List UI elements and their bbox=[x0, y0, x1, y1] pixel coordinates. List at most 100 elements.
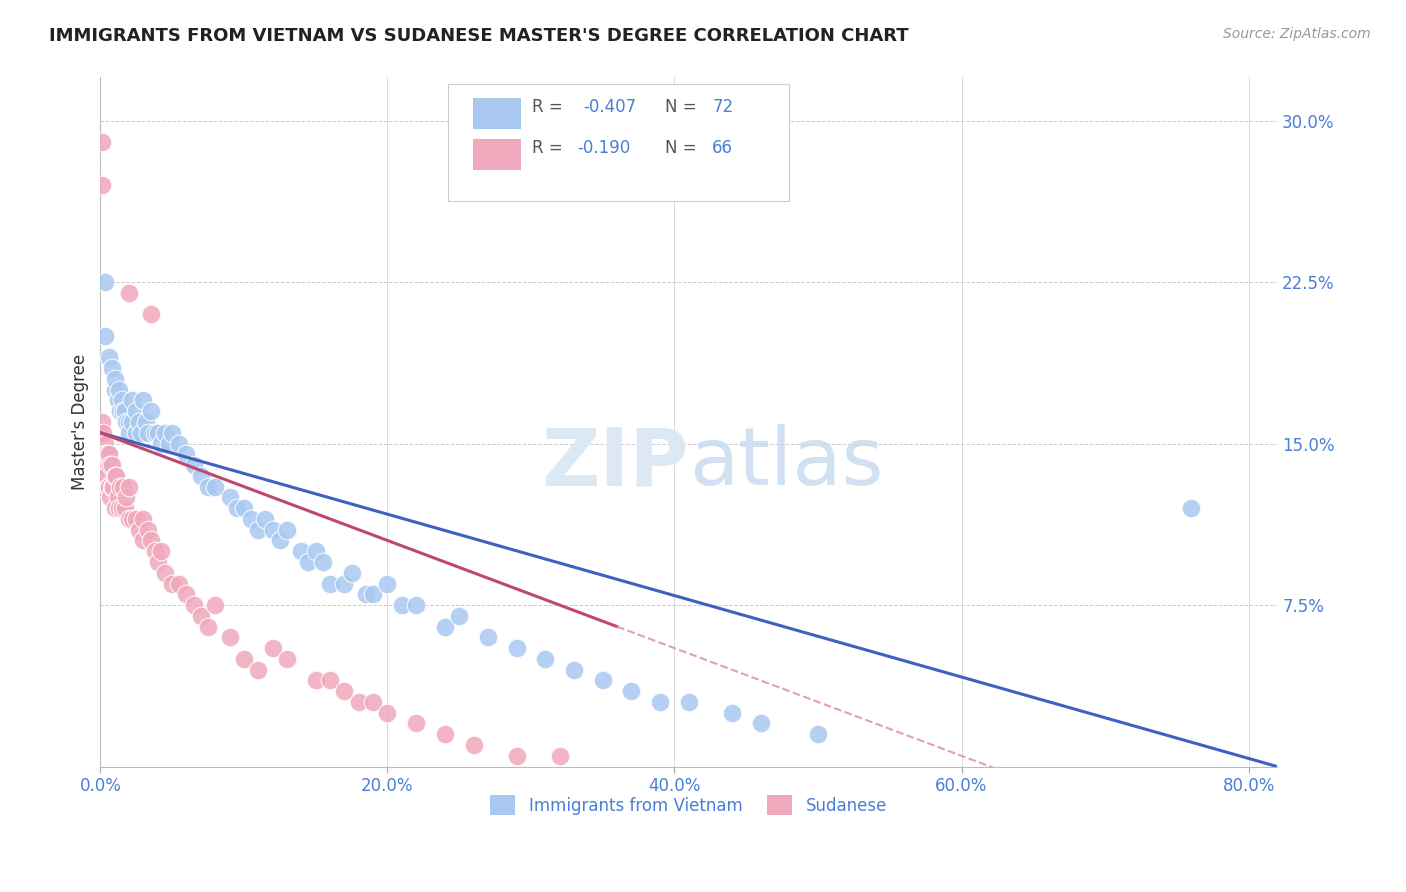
Point bbox=[139, 404, 162, 418]
Text: N =: N = bbox=[665, 98, 702, 116]
Point bbox=[129, 425, 152, 440]
Point bbox=[204, 480, 226, 494]
Point bbox=[232, 501, 254, 516]
Point bbox=[807, 727, 830, 741]
Point bbox=[143, 425, 166, 440]
Point bbox=[218, 491, 240, 505]
Text: N =: N = bbox=[665, 139, 702, 158]
Point bbox=[128, 523, 150, 537]
Point bbox=[176, 587, 198, 601]
Point bbox=[405, 716, 427, 731]
Point bbox=[97, 447, 120, 461]
Point bbox=[333, 576, 356, 591]
Legend: Immigrants from Vietnam, Sudanese: Immigrants from Vietnam, Sudanese bbox=[482, 787, 896, 823]
Point bbox=[94, 447, 117, 461]
Point bbox=[101, 458, 124, 472]
Point bbox=[89, 480, 111, 494]
Point bbox=[93, 447, 115, 461]
FancyBboxPatch shape bbox=[474, 139, 520, 170]
Point bbox=[477, 631, 499, 645]
Point bbox=[90, 447, 112, 461]
Point bbox=[108, 383, 131, 397]
Point bbox=[433, 619, 456, 633]
Point bbox=[121, 415, 143, 429]
Text: -0.407: -0.407 bbox=[583, 98, 636, 116]
Point bbox=[107, 393, 129, 408]
Text: 72: 72 bbox=[713, 98, 734, 116]
Point bbox=[304, 673, 326, 688]
Y-axis label: Master's Degree: Master's Degree bbox=[72, 354, 89, 490]
Point bbox=[105, 468, 128, 483]
Point bbox=[247, 663, 270, 677]
Point bbox=[121, 512, 143, 526]
Point bbox=[176, 447, 198, 461]
Point bbox=[678, 695, 700, 709]
Text: R =: R = bbox=[533, 139, 568, 158]
Point bbox=[93, 275, 115, 289]
Point bbox=[197, 480, 219, 494]
Point bbox=[197, 619, 219, 633]
Point bbox=[91, 425, 114, 440]
Point bbox=[125, 404, 148, 418]
Point bbox=[132, 512, 155, 526]
Point bbox=[91, 458, 114, 472]
Point bbox=[96, 480, 118, 494]
Point bbox=[169, 436, 191, 450]
Point bbox=[125, 512, 148, 526]
Point bbox=[146, 555, 169, 569]
Point bbox=[94, 468, 117, 483]
Point bbox=[89, 458, 111, 472]
Point bbox=[319, 673, 342, 688]
Text: ZIP: ZIP bbox=[541, 425, 689, 502]
Point bbox=[405, 598, 427, 612]
Point bbox=[101, 480, 124, 494]
Point bbox=[721, 706, 744, 720]
FancyBboxPatch shape bbox=[447, 85, 789, 202]
Text: atlas: atlas bbox=[689, 425, 883, 502]
Point bbox=[96, 447, 118, 461]
Point bbox=[319, 576, 342, 591]
Point bbox=[93, 436, 115, 450]
Point bbox=[232, 652, 254, 666]
Point bbox=[648, 695, 671, 709]
Point bbox=[115, 491, 138, 505]
Point bbox=[139, 307, 162, 321]
Point bbox=[347, 695, 370, 709]
Point bbox=[146, 425, 169, 440]
Point bbox=[225, 501, 247, 516]
Point bbox=[160, 425, 183, 440]
Point bbox=[111, 393, 134, 408]
Point bbox=[276, 652, 298, 666]
Point bbox=[110, 480, 132, 494]
Point bbox=[333, 684, 356, 698]
Point bbox=[361, 695, 384, 709]
Point bbox=[391, 598, 413, 612]
Point bbox=[118, 480, 141, 494]
Point bbox=[90, 135, 112, 149]
Point bbox=[562, 663, 585, 677]
Point bbox=[110, 404, 132, 418]
Point bbox=[354, 587, 377, 601]
Point bbox=[449, 608, 471, 623]
Point bbox=[1180, 501, 1202, 516]
Point bbox=[247, 523, 270, 537]
Point bbox=[620, 684, 643, 698]
Point bbox=[139, 533, 162, 548]
Point bbox=[361, 587, 384, 601]
Text: IMMIGRANTS FROM VIETNAM VS SUDANESE MASTER'S DEGREE CORRELATION CHART: IMMIGRANTS FROM VIETNAM VS SUDANESE MAST… bbox=[49, 27, 908, 45]
Point bbox=[505, 641, 527, 656]
Point bbox=[304, 544, 326, 558]
Point bbox=[262, 641, 284, 656]
Point bbox=[97, 480, 120, 494]
Point bbox=[97, 351, 120, 365]
Text: -0.190: -0.190 bbox=[576, 139, 630, 158]
Point bbox=[169, 576, 191, 591]
Point bbox=[101, 361, 124, 376]
Point bbox=[157, 436, 180, 450]
Point bbox=[112, 404, 135, 418]
Point bbox=[190, 468, 212, 483]
Point bbox=[183, 458, 205, 472]
Point bbox=[111, 501, 134, 516]
Point bbox=[297, 555, 319, 569]
Point bbox=[118, 415, 141, 429]
